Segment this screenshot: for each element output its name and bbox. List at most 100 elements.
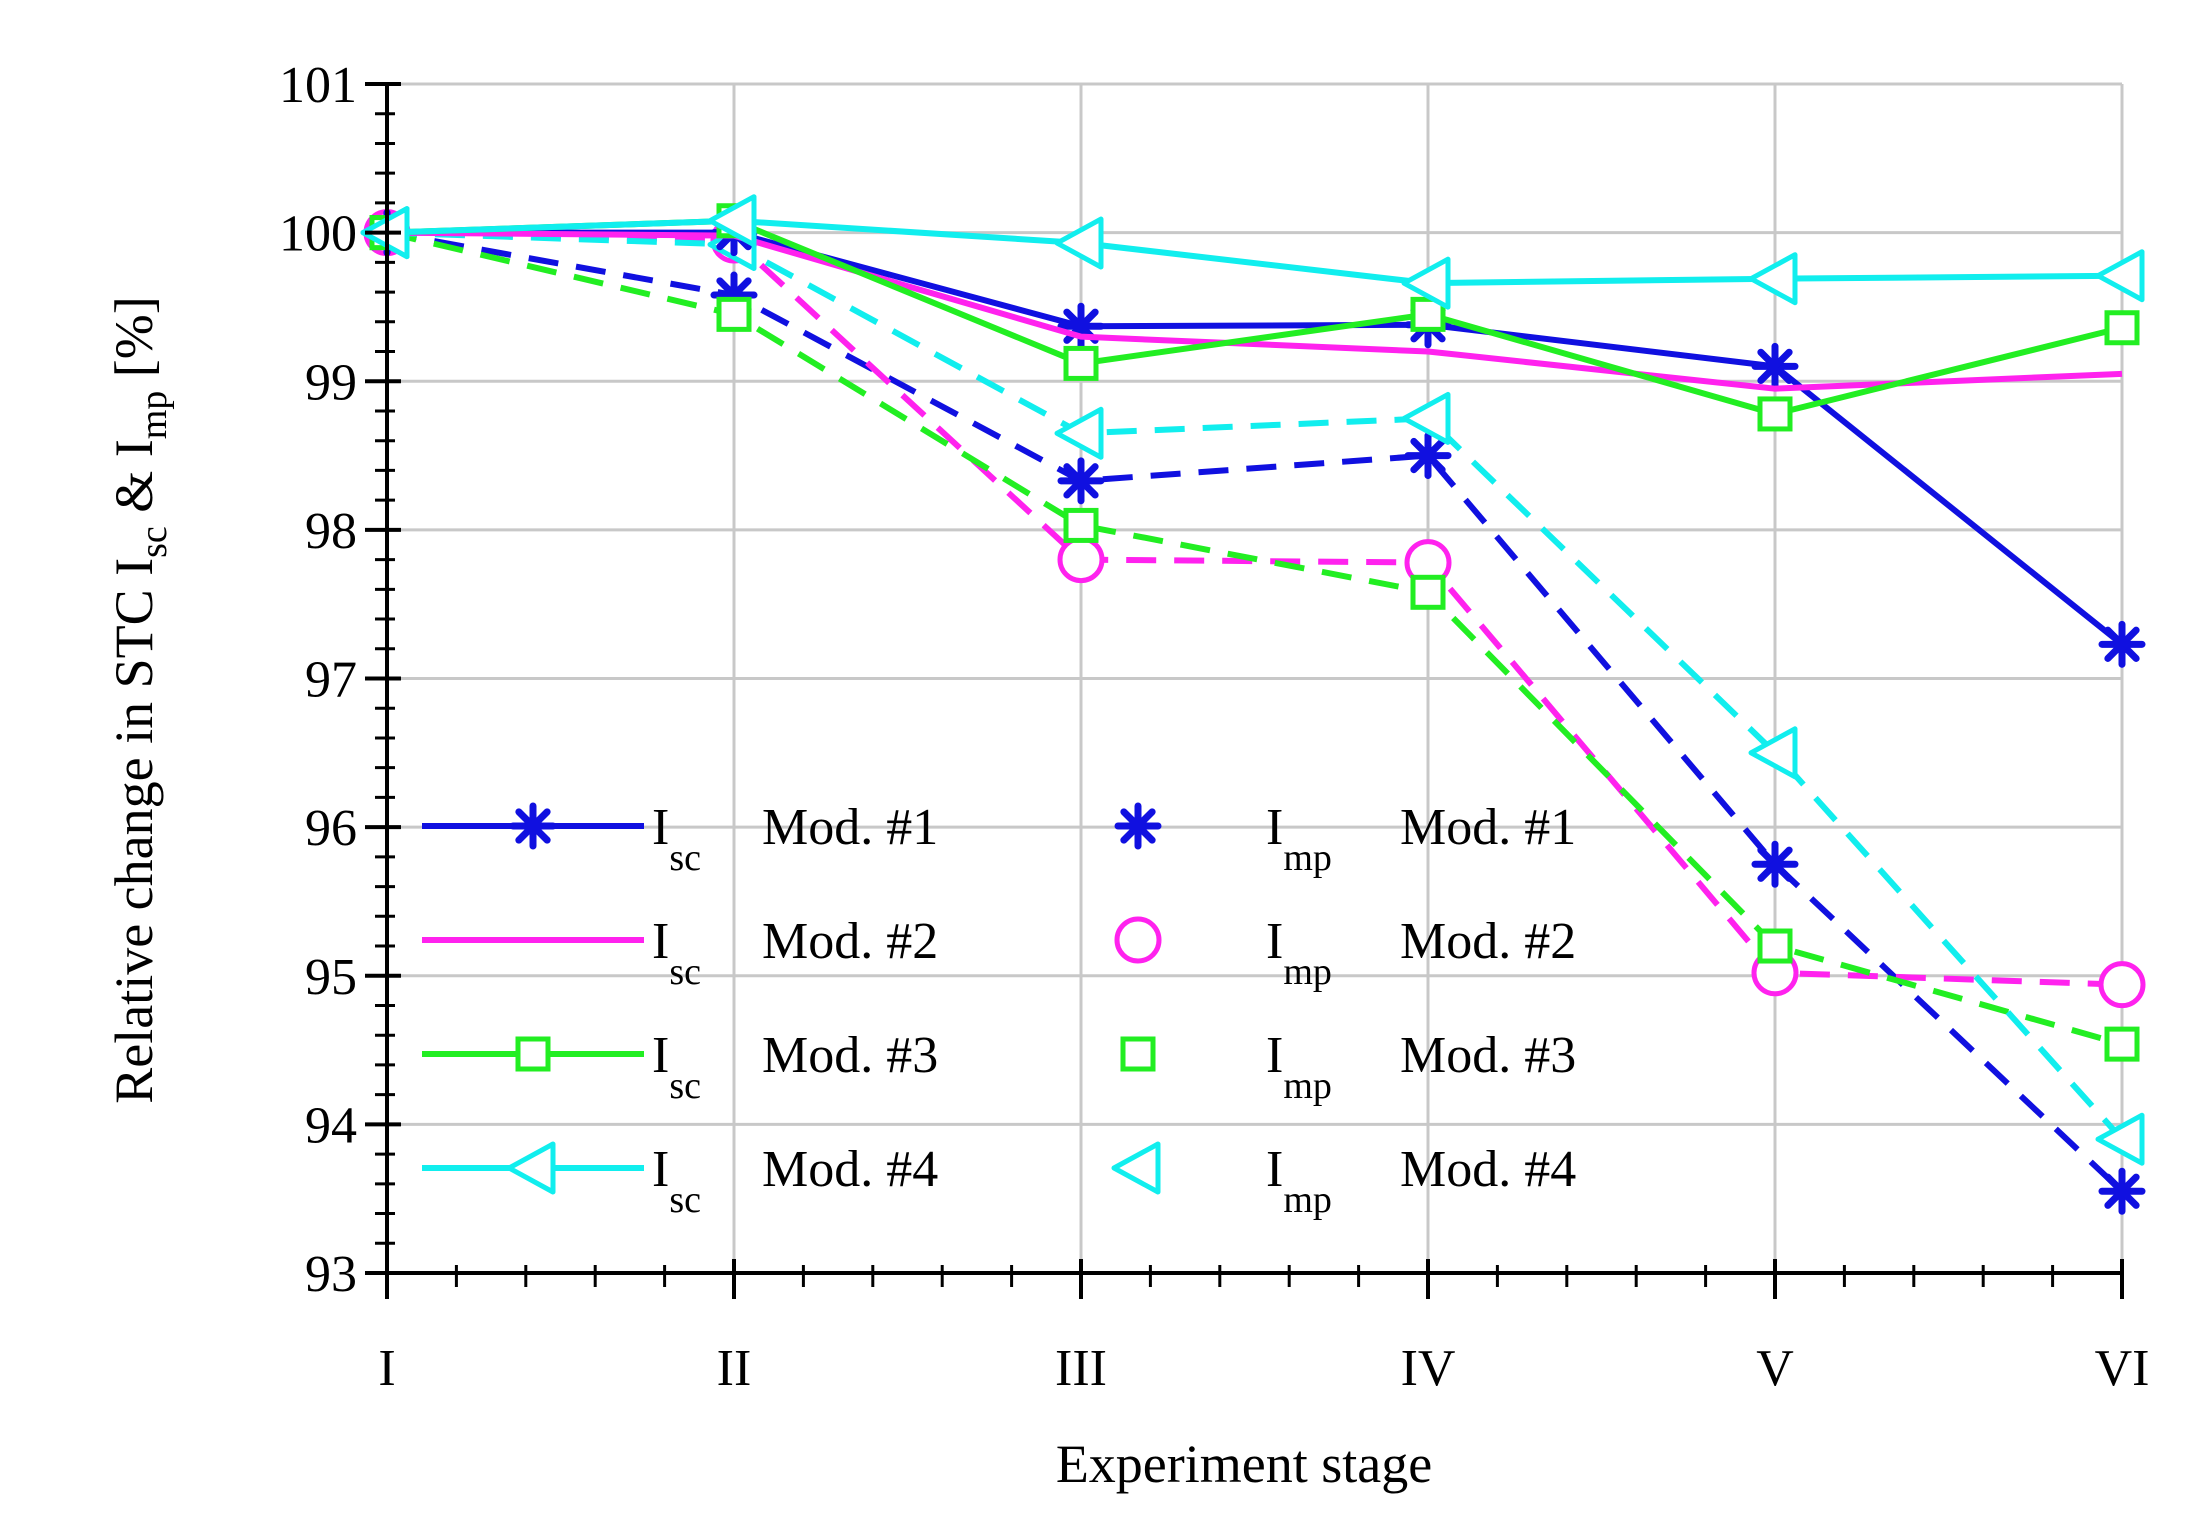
x-tick-label: IV	[1401, 1340, 1456, 1397]
y-tick-label: 94	[305, 1097, 357, 1154]
series-isc-mod-2	[386, 229, 2123, 392]
legend-subscript: sc	[669, 1065, 701, 1107]
y-tick-label: 101	[279, 57, 357, 114]
data-point	[1057, 536, 1105, 584]
asterisk-stroke	[2104, 1173, 2140, 1209]
asterisk-marker	[1114, 802, 1162, 850]
y-tick-label: 95	[305, 949, 357, 1006]
y-axis-title-mid: & I	[104, 439, 164, 526]
asterisk-stroke	[1410, 437, 1446, 474]
x-axis-title: Experiment stage	[1056, 1434, 1432, 1494]
circle-marker	[1114, 916, 1162, 964]
x-tick-label: VI	[2095, 1340, 2150, 1397]
legend-module: Mod. #2	[762, 913, 938, 970]
legend-subscript: mp	[1283, 1065, 1332, 1107]
axes	[365, 82, 2124, 1299]
data-point	[2104, 1026, 2140, 1062]
data-point	[707, 194, 757, 248]
x-tick-label: I	[378, 1340, 395, 1397]
series-line	[386, 229, 2125, 1142]
asterisk-stroke	[1063, 463, 1099, 499]
data-point	[1757, 928, 1793, 964]
y-tick-label: 97	[305, 652, 357, 709]
data-point	[1751, 342, 1799, 390]
asterisk-stroke	[1757, 846, 1793, 882]
data-point	[1410, 574, 1446, 610]
legend-item: Imp Mod. #1	[1114, 799, 1576, 879]
legend-module: Mod. #1	[762, 799, 938, 856]
y-axis-title-main: Relative change in STC I	[104, 558, 164, 1104]
legend-label: Imp Mod. #1	[1266, 799, 1576, 879]
data-point	[1748, 252, 1798, 306]
legend-subscript: sc	[669, 837, 701, 879]
legend-module: Mod. #1	[1400, 799, 1576, 856]
series-layer	[360, 194, 2146, 1215]
y-tick-label: 96	[305, 800, 357, 857]
legend-subscript: sc	[669, 1179, 701, 1221]
legend-module: Mod. #2	[1400, 913, 1576, 970]
legend-item: Isc Mod. #4	[422, 1141, 938, 1221]
y-axis-title-sub-sc: sc	[133, 526, 175, 558]
data-point	[1063, 345, 1099, 381]
data-point	[2104, 310, 2140, 346]
legend-subscript: mp	[1283, 1179, 1332, 1221]
legend-label: Isc Mod. #4	[652, 1141, 938, 1221]
asterisk-stroke	[515, 808, 551, 844]
series-line	[386, 229, 2123, 1048]
data-point	[2095, 249, 2145, 303]
data-point	[2098, 961, 2146, 1009]
legend-item: Imp Mod. #3	[1120, 1027, 1576, 1107]
y-tick-label: 100	[279, 206, 357, 263]
data-point	[1404, 432, 1452, 480]
series-imp-mod-2	[363, 209, 2146, 1009]
legend-quantity: I	[1266, 1027, 1283, 1084]
legend: Isc Mod. #1 Isc Mod. #2 Isc Mod. #3 Isc Mod. #4…	[422, 799, 1576, 1221]
legend-quantity: I	[652, 1141, 669, 1198]
y-axis-title-sub-mp: mp	[133, 391, 175, 440]
square-marker	[1120, 1036, 1156, 1072]
legend-item: Imp Mod. #2	[1114, 913, 1576, 993]
asterisk-marker	[509, 802, 557, 850]
series-imp-mod-4	[360, 206, 2145, 1166]
data-point	[1054, 406, 1104, 460]
data-point	[1063, 507, 1099, 543]
data-point	[1401, 391, 1451, 445]
y-tick-label: 93	[305, 1246, 357, 1303]
y-axis-title: Relative change in STC Isc & Imp [%]	[104, 296, 175, 1104]
legend-module: Mod. #4	[1400, 1141, 1576, 1198]
legend-module: Mod. #3	[762, 1027, 938, 1084]
legend-label: Isc Mod. #1	[652, 799, 938, 879]
y-tick-label: 98	[305, 503, 357, 560]
legend-subscript: mp	[1283, 951, 1332, 993]
square-marker	[515, 1036, 551, 1072]
legend-module: Mod. #3	[1400, 1027, 1576, 1084]
asterisk-stroke	[2104, 626, 2140, 662]
legend-label: Isc Mod. #2	[652, 913, 938, 993]
legend-item: Isc Mod. #1	[422, 799, 938, 879]
legend-quantity: I	[652, 799, 669, 856]
series-imp-mod-1	[363, 209, 2146, 1215]
legend-item: Isc Mod. #3	[422, 1027, 938, 1107]
legend-subscript: sc	[669, 951, 701, 993]
legend-label: Imp Mod. #2	[1266, 913, 1576, 993]
x-tick-label: III	[1055, 1340, 1107, 1397]
triangle-marker	[506, 1141, 556, 1195]
data-point	[1057, 457, 1105, 505]
legend-module: Mod. #4	[762, 1141, 938, 1198]
legend-quantity: I	[1266, 799, 1283, 856]
asterisk-stroke	[1120, 808, 1156, 844]
legend-quantity: I	[652, 913, 669, 970]
data-point	[2098, 620, 2146, 668]
series-line	[386, 217, 2123, 287]
data-point	[1757, 396, 1793, 432]
data-point	[1401, 256, 1451, 310]
data-point	[2095, 1112, 2145, 1166]
data-point	[716, 296, 752, 332]
x-tick-label: V	[1756, 1340, 1794, 1397]
legend-subscript: mp	[1283, 837, 1332, 879]
legend-item: Imp Mod. #4	[1111, 1141, 1576, 1221]
data-point	[2098, 1167, 2146, 1215]
